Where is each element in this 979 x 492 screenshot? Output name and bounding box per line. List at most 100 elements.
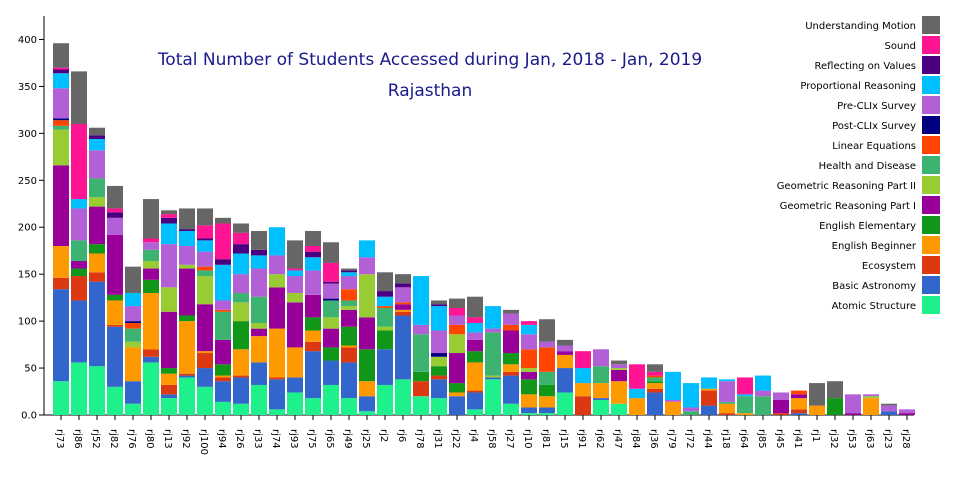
x-tick-label: rj72 [684, 429, 695, 449]
bar-segment [503, 330, 519, 354]
legend-swatch [922, 236, 940, 254]
bar-segment [269, 328, 285, 378]
bar-segment [143, 238, 159, 243]
legend-item: Geometric Reasoning Part I [780, 196, 940, 214]
bar-segment [143, 349, 159, 357]
bar-segment [503, 375, 519, 404]
bar-segment [89, 150, 105, 179]
bar-segment [341, 272, 357, 277]
bar-segment [341, 347, 357, 363]
bar-segment [305, 351, 321, 399]
bar-segment [269, 227, 285, 256]
legend-item: Sound [885, 36, 940, 54]
bar-segment [107, 326, 123, 387]
bar-segment [863, 398, 879, 415]
bar-segment [215, 339, 231, 365]
bar-segment [71, 71, 87, 124]
bar-segment [377, 291, 393, 297]
bar-segment [215, 375, 231, 378]
legend-item: English Elementary [819, 216, 940, 234]
bar-segment [377, 272, 393, 292]
x-tick-label: rj63 [864, 429, 875, 449]
legend-item: Understanding Motion [805, 16, 940, 34]
bar-segment [143, 261, 159, 269]
bar-segment [107, 234, 123, 295]
bar-segment [107, 217, 123, 235]
bar-segment [539, 319, 555, 342]
legend-label: Understanding Motion [805, 21, 916, 32]
bar-segment [377, 349, 393, 385]
bar-segment [89, 253, 105, 273]
bar-segment [719, 379, 735, 382]
bar-segment [305, 317, 321, 331]
bar-segment [359, 240, 375, 258]
bar-segment [359, 317, 375, 350]
bar-segment [665, 399, 681, 402]
x-tick-label: rj75 [306, 429, 317, 449]
legend-label: Post-CLIx Survey [832, 121, 916, 132]
bar-segment [161, 223, 177, 245]
bar-segment [251, 322, 267, 329]
bar-segment [161, 244, 177, 288]
bar-segment [89, 206, 105, 245]
bar-segment [377, 296, 393, 307]
bar-segment [611, 369, 627, 382]
bar-segment [503, 353, 519, 365]
bar-segment [413, 396, 429, 415]
bar-segment [557, 354, 573, 369]
bar-segment [629, 364, 645, 389]
bar-segment [863, 396, 879, 399]
bar-segment [323, 283, 339, 299]
bar-segment [287, 302, 303, 348]
legend-swatch [922, 16, 940, 34]
bar-segment [449, 396, 465, 415]
bar-segment [449, 315, 465, 325]
bar-segment [107, 294, 123, 301]
bar-segment [557, 368, 573, 393]
bar-segment [71, 240, 87, 262]
legend-label: Reflecting on Values [815, 61, 916, 72]
bar-segment [107, 300, 123, 325]
bar-segment [683, 407, 699, 412]
y-tick-label: 350 [18, 82, 37, 93]
x-tick-label: rj4 [468, 429, 479, 442]
legend-swatch [922, 216, 940, 234]
bar-segment [467, 322, 483, 333]
bar-segment [53, 73, 69, 89]
bar-segment [755, 375, 771, 391]
bar-segment [449, 392, 465, 397]
bar-segment [377, 307, 393, 327]
bar-segment [737, 377, 753, 395]
x-tick-label: rj23 [882, 429, 893, 449]
bar-segment [197, 266, 213, 271]
x-tick-label: rj65 [324, 429, 335, 449]
bar-segment [359, 274, 375, 318]
bar-segment [449, 324, 465, 335]
bar-segment [143, 292, 159, 350]
x-tick-label: rj15 [558, 429, 569, 449]
y-tick-label: 400 [18, 35, 37, 46]
bar-segment [89, 197, 105, 207]
bar-segment [125, 266, 141, 293]
bar-segment [575, 396, 591, 415]
bar-segment [413, 324, 429, 335]
bar-segment [611, 403, 627, 415]
bar-segment [233, 403, 249, 415]
bar-segment [611, 368, 627, 370]
bar-segment [269, 377, 285, 380]
legend-swatch [922, 296, 940, 314]
bar-segment [161, 287, 177, 312]
bar-segment [71, 208, 87, 241]
x-tick-label: rj79 [666, 429, 677, 449]
bar-segment [71, 362, 87, 415]
bar-segment [89, 281, 105, 367]
bar-segment [143, 242, 159, 250]
x-tick-label: rj82 [108, 429, 119, 449]
bar-segment [395, 287, 411, 303]
bar-segment [53, 129, 69, 166]
y-tick-label: 0.0 [21, 411, 37, 422]
bar-segment [413, 276, 429, 325]
bar-segment [251, 268, 267, 297]
bar-segment [647, 364, 663, 372]
